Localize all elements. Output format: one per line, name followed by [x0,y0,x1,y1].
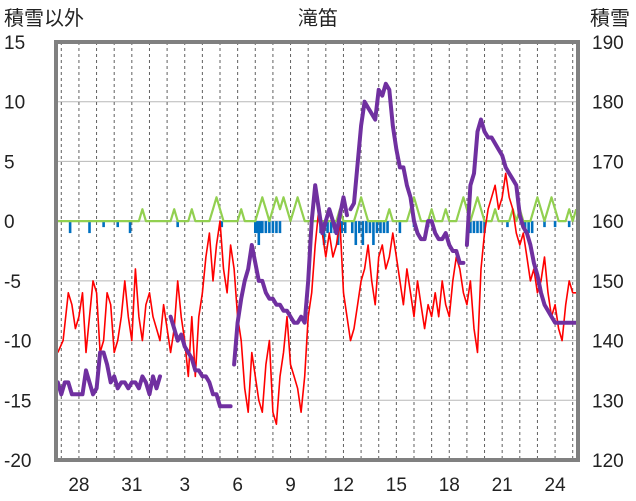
snow-change-bar [379,221,382,234]
snow-change-bar [220,221,224,228]
y-tick-label: 15 [4,33,25,54]
snow-change-bar [472,221,476,234]
snow-change-bar [329,221,333,234]
snow-change-bar [476,221,479,234]
x-tick-label: 12 [333,475,354,496]
snow-change-bar [361,221,365,246]
snow-change-bar [469,221,472,234]
snow-change-bar [116,221,120,228]
snow-change-bar [253,221,257,234]
x-tick-label: 9 [285,475,296,496]
snow-depth-line [55,350,162,397]
snow-change-bar [259,221,262,234]
chart-title: 滝笛 [298,8,338,30]
snow-depth-line [348,81,466,265]
y2-tick-label: 170 [592,152,624,173]
snow-change-bar [261,221,264,234]
y2-tick-label: 140 [592,332,624,353]
y-tick-label: -15 [4,391,31,412]
x-tick-label: 31 [121,475,142,496]
snow-change-bar [398,221,402,234]
snow-change-bar [530,221,534,234]
snow-change-bar [567,221,571,228]
snow-change-bar [483,221,486,234]
y-tick-label: 10 [4,93,25,114]
snow-change-bar [128,221,132,234]
y-tick-label: -10 [4,332,31,353]
snow-change-bar [264,221,268,234]
snow-change-bar [382,221,386,234]
snow-change-bar [350,221,354,234]
y2-tick-label: 190 [592,33,624,54]
snow-depth-line [464,117,579,325]
y2-tick-label: 150 [592,272,624,293]
snow-change-bar [340,221,343,234]
x-tick-label: 6 [232,475,243,496]
y-tick-label: 0 [4,212,15,233]
snow-change-bar [326,221,329,234]
snow-change-bar [257,221,261,246]
snow-change-bar [375,221,379,234]
snow-change-bar [386,221,389,234]
snow-change-bar [479,221,483,234]
y2-tick-label: 120 [592,451,624,472]
snow-change-bar [506,221,509,228]
x-tick-label: 18 [439,475,460,496]
snow-change-bar [553,221,557,228]
snow-change-bar [271,221,275,234]
x-tick-label: 24 [545,475,567,496]
snow-change-bar [372,221,375,246]
snow-change-bar [365,221,368,234]
snow-change-bar [343,221,347,234]
snow-change-bar [102,221,105,228]
y-tick-label: 5 [4,152,15,173]
snow-change-bar [176,221,179,228]
snow-change-bar [368,221,372,234]
snow-change-bar [543,221,546,228]
x-tick-label: 21 [492,475,513,496]
snow-change-bar [268,221,271,234]
snow-change-bar [278,221,282,234]
snow-change-bar [354,221,358,246]
x-tick-label: 28 [68,475,89,496]
snow-depth-line [168,314,233,409]
snow-change-bar [275,221,278,234]
left-axis-title: 積雪以外 [4,8,84,30]
x-tick-label: 15 [386,475,407,496]
y2-tick-label: 180 [592,93,624,114]
y-tick-label: -20 [4,451,31,472]
snow-change-bar [358,221,361,234]
right-axis-title: 積雪 [590,8,630,30]
snow-change-bar [255,221,259,234]
y2-tick-label: 160 [592,212,624,233]
snow-depth-line [232,183,349,367]
snow-change-bar [527,221,530,234]
y2-tick-label: 130 [592,391,624,412]
x-tick-label: 3 [179,475,190,496]
snow-change-bar [68,221,72,234]
snow-change-bar [88,221,91,234]
plot-border [54,40,580,462]
y-tick-label: -5 [4,272,21,293]
